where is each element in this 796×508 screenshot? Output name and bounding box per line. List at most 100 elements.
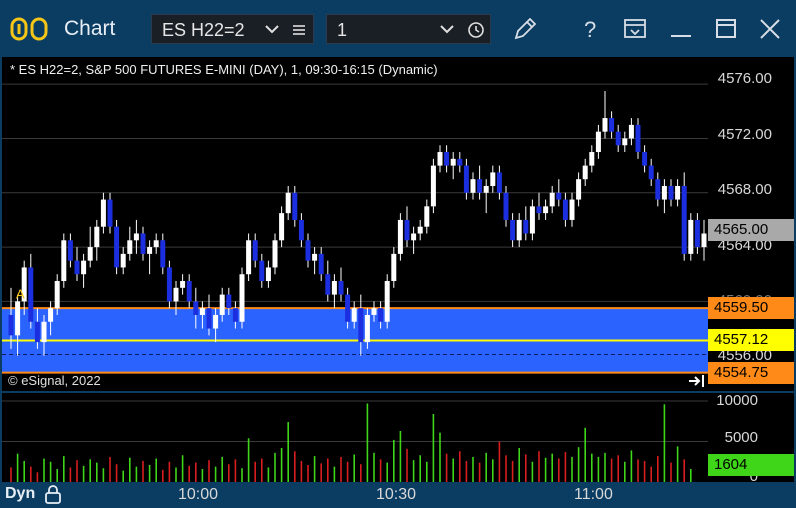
pane-separator[interactable]: [2, 391, 794, 393]
candle-body: [411, 233, 417, 241]
zone-bottom-label: 4554.75: [708, 362, 794, 384]
candle-body: [206, 308, 212, 329]
candle-body: [74, 260, 80, 275]
chevron-down-icon[interactable]: [439, 23, 455, 35]
symbol-selector[interactable]: ES H22=2: [151, 14, 314, 44]
candle-body: [213, 314, 219, 329]
time-axis-bar[interactable]: Dyn 10:00 10:30 11:00: [0, 482, 796, 508]
candle-body: [8, 314, 14, 336]
maximize-icon[interactable]: [711, 14, 741, 44]
close-icon[interactable]: [755, 14, 785, 44]
price-tick: 4564.00: [717, 237, 772, 254]
candle-body: [668, 185, 674, 200]
candle-body: [193, 301, 199, 315]
price-axis[interactable]: 4576.00 4572.00 4568.00 4564.00 4560.00 …: [708, 57, 794, 391]
last-price-label: 4565.00: [708, 219, 794, 241]
candle-body: [675, 185, 681, 200]
candle-body: [404, 219, 410, 241]
candle-body: [358, 308, 364, 343]
candle-body: [576, 179, 582, 200]
candle-body: [252, 240, 258, 261]
candle-body: [602, 118, 608, 132]
copyright-label: © eSignal, 2022: [8, 373, 101, 388]
candle-body: [67, 240, 73, 261]
time-tick: 10:30: [376, 486, 417, 503]
candle-body: [232, 308, 238, 322]
candle-body: [582, 165, 588, 180]
volume-tick: 5000: [724, 429, 758, 446]
candle-body: [609, 118, 615, 132]
candle-body: [536, 206, 542, 214]
interval-selector[interactable]: 1: [326, 14, 491, 44]
candle-body: [391, 253, 397, 282]
candle-body: [305, 240, 311, 261]
title-bar: Chart ES H22=2 1 ?: [0, 0, 796, 58]
candle-body: [642, 152, 648, 166]
candle-body: [338, 281, 344, 295]
candle-body: [655, 179, 661, 200]
candle-body: [628, 124, 634, 139]
candle-body: [681, 185, 687, 254]
dynamic-mode-label[interactable]: Dyn: [5, 485, 36, 502]
candle-body: [483, 185, 489, 193]
candle-body: [265, 267, 271, 282]
volume-tick: 0: [749, 468, 758, 485]
candle-body: [226, 294, 232, 309]
help-icon[interactable]: ?: [576, 14, 606, 44]
pencil-icon[interactable]: [510, 14, 540, 44]
candle-body: [61, 240, 67, 282]
candle-body: [437, 152, 443, 166]
candle-body: [140, 233, 146, 254]
candle-body: [661, 185, 667, 200]
candle-body: [87, 247, 93, 261]
svg-text:?: ?: [584, 17, 596, 42]
candle-body: [701, 233, 707, 248]
candle-body: [15, 301, 21, 336]
candle-body: [516, 219, 522, 241]
candle-body: [450, 158, 456, 166]
candle-body: [272, 240, 278, 268]
page-setup-icon[interactable]: [620, 14, 650, 44]
candle-body: [246, 240, 252, 275]
candle-body: [21, 267, 27, 302]
candle-body: [490, 172, 496, 186]
candle-body: [562, 199, 568, 220]
symbol-value: ES H22=2: [162, 20, 245, 40]
candle-body: [477, 179, 483, 193]
candle-body: [298, 219, 304, 241]
symbol-list-icon[interactable]: [291, 22, 307, 38]
candle-body: [41, 321, 47, 343]
candle-body: [510, 219, 516, 241]
scroll-to-end-icon[interactable]: [688, 374, 706, 388]
candle-body: [180, 281, 186, 288]
time-tick: 11:00: [574, 486, 613, 503]
price-tick: 4556.00: [717, 347, 772, 364]
volume-axis[interactable]: 10000 5000 0 1604: [708, 392, 794, 485]
minimize-icon[interactable]: [666, 14, 696, 44]
candle-body: [199, 308, 205, 315]
lock-icon[interactable]: [44, 484, 62, 504]
candle-body: [529, 206, 535, 234]
chevron-down-icon[interactable]: [264, 23, 280, 35]
candle-body: [285, 192, 291, 214]
volume-last-label: 1604: [708, 454, 794, 476]
candle-body: [94, 226, 100, 248]
candle-body: [384, 281, 390, 322]
candle-body: [107, 199, 113, 227]
candle-body: [694, 219, 700, 248]
price-tick: 4568.00: [717, 181, 772, 198]
candle-body: [457, 158, 463, 166]
volume-pane[interactable]: [2, 393, 708, 482]
candle-body: [503, 192, 509, 220]
candle-body: [292, 192, 298, 220]
candle-body: [219, 294, 225, 315]
candle-body: [147, 247, 153, 254]
clock-icon[interactable]: [467, 21, 485, 39]
price-chart[interactable]: A * ES H22=2, S&P 500 FUTURES E-MINI (DA…: [2, 57, 708, 391]
candle-body: [325, 274, 331, 295]
candle-body: [48, 308, 54, 322]
candlestick-plot: A: [2, 83, 708, 374]
candle-body: [114, 226, 120, 268]
candle-body: [100, 199, 106, 227]
